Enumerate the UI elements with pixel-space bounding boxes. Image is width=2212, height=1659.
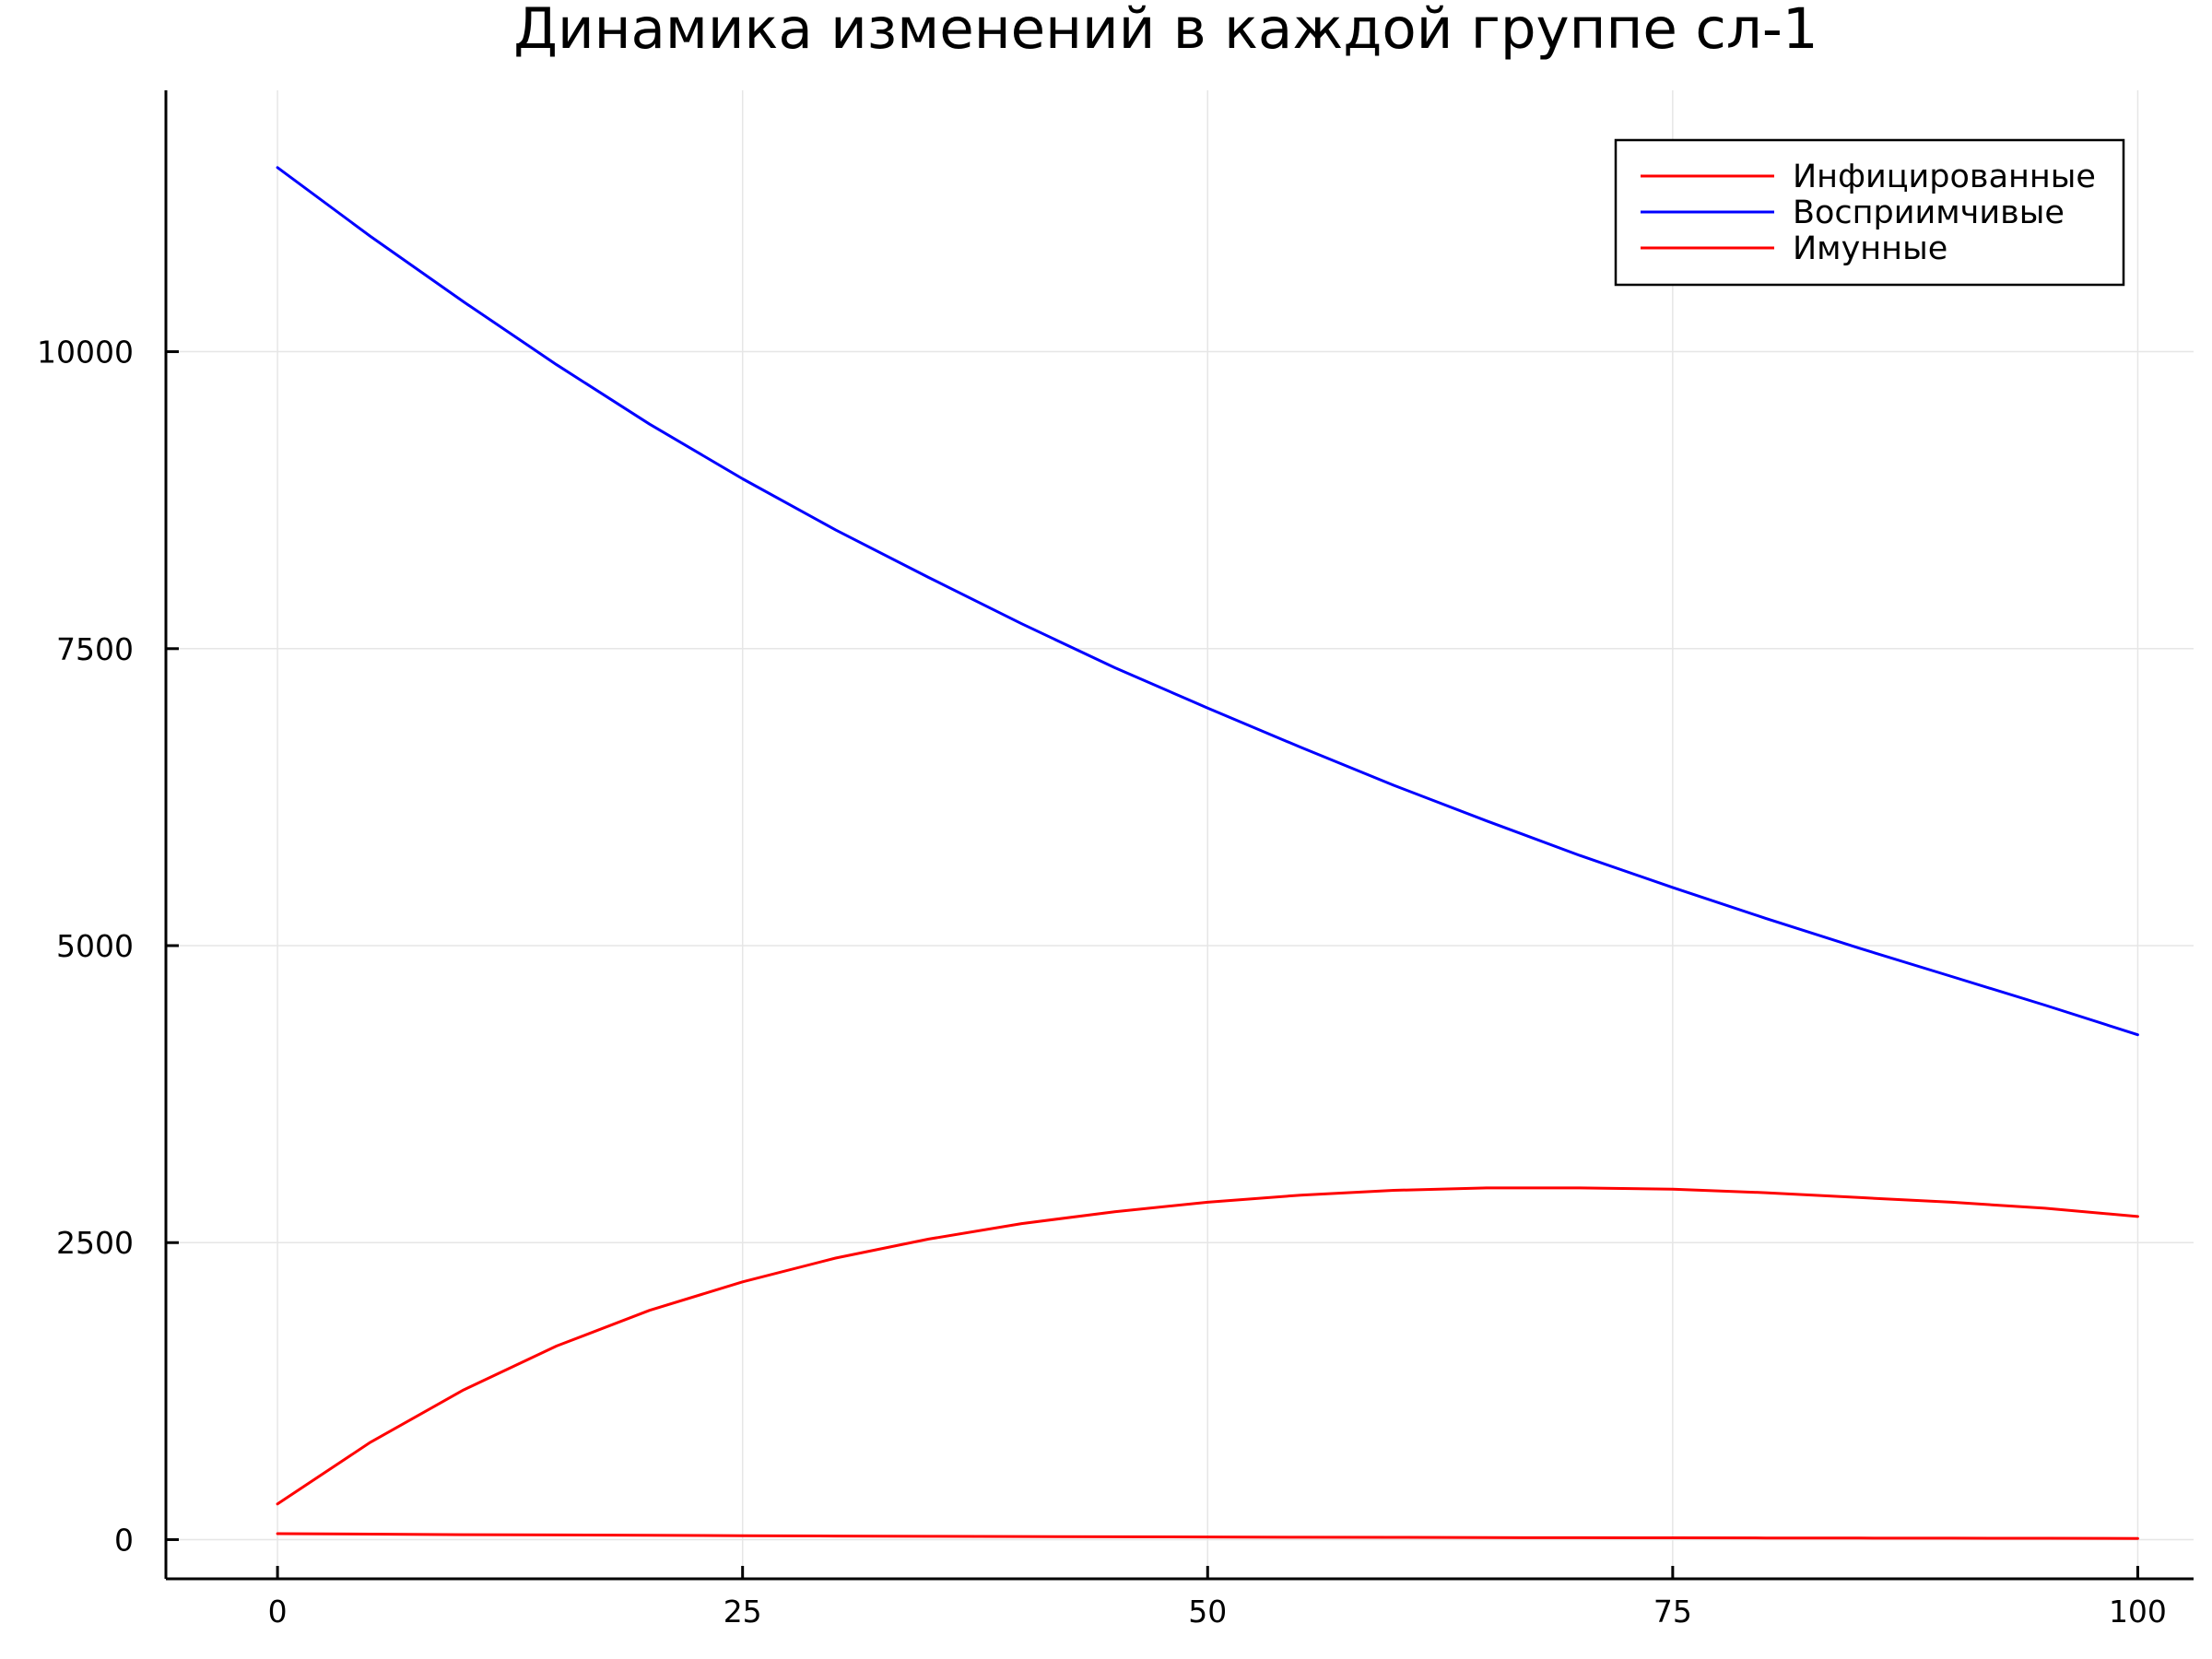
series-line-0 <box>276 1186 2139 1506</box>
series-line-1 <box>276 166 2139 1037</box>
tick-labels: 0 25 50 75 100 0 2500 5000 7500 10000 <box>37 335 2167 1630</box>
y-tick-label: 10000 <box>37 335 134 371</box>
x-tick-label: 25 <box>724 1594 762 1630</box>
chart-title: Динамика изменений в каждой группе сл-1 <box>513 0 1818 62</box>
legend-label-0: Инфицированные <box>1793 159 2096 195</box>
y-tick-label: 7500 <box>56 631 134 667</box>
x-tick-label: 75 <box>1653 1594 1692 1630</box>
y-tick-label: 0 <box>114 1522 134 1558</box>
series-lines <box>276 166 2139 1540</box>
x-tick-label: 50 <box>1188 1594 1227 1630</box>
x-tick-label: 0 <box>268 1594 288 1630</box>
grid-lines <box>166 90 2194 1579</box>
y-tick-label: 2500 <box>56 1225 134 1261</box>
y-tick-label: 5000 <box>56 928 134 964</box>
axes <box>164 90 2194 1581</box>
legend-label-2: Имунные <box>1793 230 1947 267</box>
x-tick-label: 100 <box>2109 1594 2167 1630</box>
series-line-2 <box>276 1532 2139 1540</box>
legend-label-1: Восприимчивые <box>1793 194 2065 231</box>
